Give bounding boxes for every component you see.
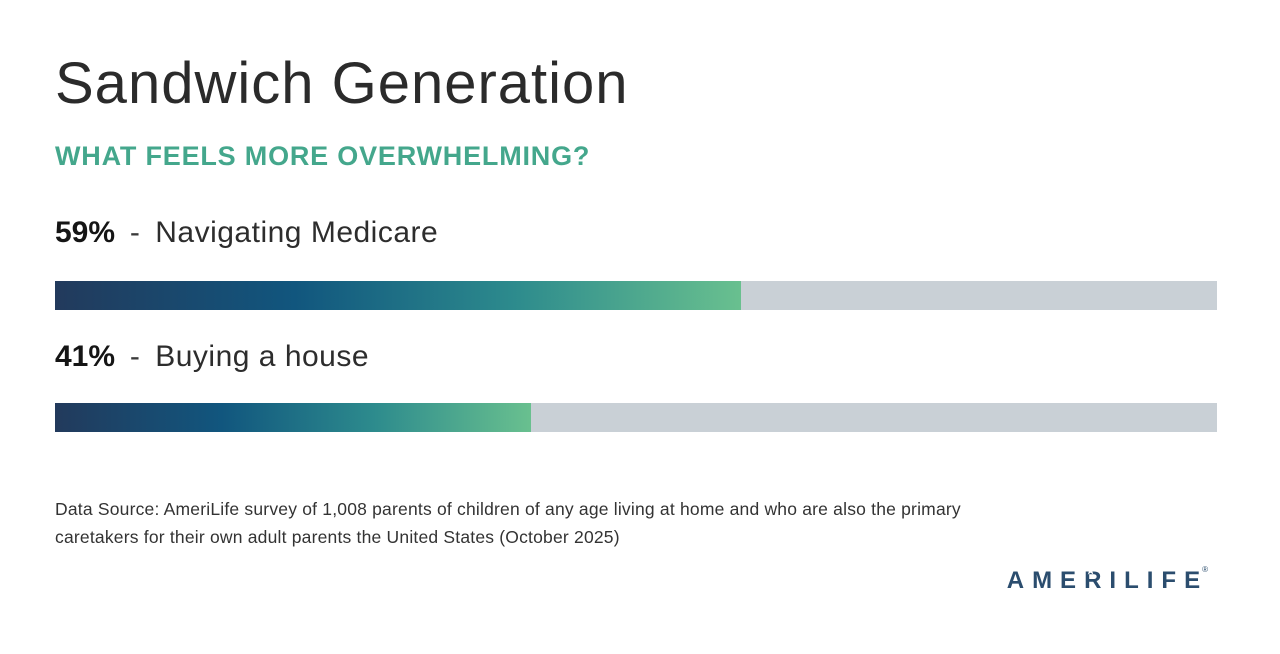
bar-label: Navigating Medicare bbox=[155, 216, 439, 249]
bar-label-row: 41% - Buying a house bbox=[55, 340, 369, 374]
bar-fill bbox=[55, 403, 532, 432]
bar-track bbox=[55, 281, 1217, 310]
logo-star-letter: R ★ bbox=[1084, 566, 1110, 594]
logo-text: AME bbox=[1006, 567, 1085, 594]
page-title: Sandwich Generation bbox=[55, 51, 629, 116]
data-source-note: Data Source: AmeriLife survey of 1,008 p… bbox=[55, 495, 961, 551]
bar-percent: 59% bbox=[55, 216, 116, 249]
bar-label: Buying a house bbox=[155, 340, 370, 373]
separator: - bbox=[129, 216, 141, 249]
bar-fill bbox=[55, 281, 741, 310]
bar-label-row: 59% - Navigating Medicare bbox=[55, 216, 438, 250]
data-source-line: Data Source: AmeriLife survey of 1,008 p… bbox=[55, 499, 961, 519]
separator: - bbox=[129, 340, 141, 373]
bar-percent: 41% bbox=[55, 340, 116, 373]
subtitle: WHAT FEELS MORE OVERWHELMING? bbox=[55, 141, 591, 171]
amerilife-logo: AMER ★ ILIFE® bbox=[1006, 565, 1214, 595]
registered-trademark-icon: ® bbox=[1202, 565, 1208, 574]
logo-text: ILIFE bbox=[1109, 567, 1209, 594]
bar-track bbox=[55, 403, 1217, 432]
data-source-line: caretakers for their own adult parents t… bbox=[55, 527, 620, 547]
